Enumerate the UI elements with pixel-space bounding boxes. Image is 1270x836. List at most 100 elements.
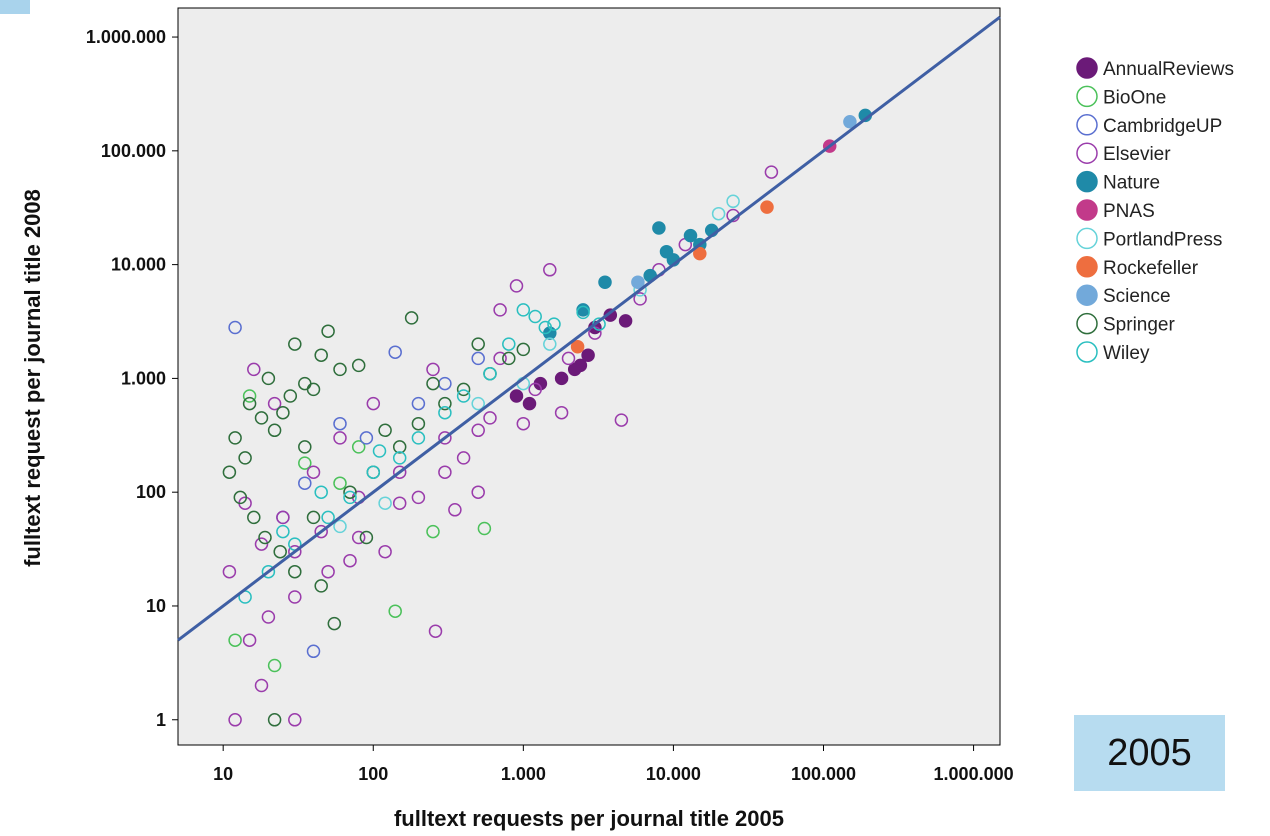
point-elsevier xyxy=(426,362,440,377)
point-springer xyxy=(351,358,366,373)
point-cambridgeup xyxy=(333,416,347,431)
point-springer xyxy=(343,485,357,499)
point-annualreviews xyxy=(522,396,537,411)
legend-marker-elsevier xyxy=(1076,142,1098,164)
point-nature xyxy=(683,228,698,243)
point-elsevier xyxy=(438,465,452,479)
point-annualreviews xyxy=(603,308,618,322)
point-wiley xyxy=(516,303,531,317)
point-springer xyxy=(516,342,531,357)
legend-label: Elsevier xyxy=(1103,144,1171,165)
x-tick-label: 1.000 xyxy=(501,764,546,784)
point-springer xyxy=(242,396,257,411)
point-springer xyxy=(314,579,328,593)
point-wiley xyxy=(343,490,357,505)
point-springer xyxy=(298,440,312,454)
y-tick-label: 100 xyxy=(136,482,166,502)
point-portlandpress xyxy=(711,206,726,221)
point-portlandpress xyxy=(378,496,392,510)
point-springer xyxy=(438,396,452,411)
point-springer xyxy=(471,337,485,351)
point-elsevier xyxy=(471,485,485,499)
point-elsevier xyxy=(392,496,407,510)
plot-area xyxy=(177,7,1001,746)
point-wiley xyxy=(483,366,497,381)
point-elsevier xyxy=(254,537,269,551)
point-elsevier xyxy=(448,503,462,517)
point-springer xyxy=(426,376,440,391)
point-elsevier xyxy=(554,405,569,420)
point-elsevier xyxy=(261,610,276,624)
point-elsevier xyxy=(493,303,507,317)
legend-label: PortlandPress xyxy=(1103,229,1222,250)
legend-label: Nature xyxy=(1103,173,1160,194)
point-elsevier xyxy=(471,423,485,438)
point-wiley xyxy=(276,524,290,539)
legend-marker-annualreviews xyxy=(1076,57,1098,79)
legend-label: CambridgeUP xyxy=(1103,116,1222,137)
legend-marker-bioone xyxy=(1076,85,1098,108)
point-elsevier xyxy=(456,451,471,465)
point-annualreviews xyxy=(581,348,595,362)
point-springer xyxy=(333,362,347,377)
point-elsevier xyxy=(351,530,366,545)
legend-marker-rockefeller xyxy=(1076,256,1098,278)
point-springer xyxy=(288,564,302,579)
legend-label: BioOne xyxy=(1103,87,1166,108)
point-elsevier xyxy=(222,564,237,579)
point-cambridgeup xyxy=(306,644,321,659)
y-axis-title: fulltext request per journal title 2008 xyxy=(20,189,45,567)
point-wiley xyxy=(528,309,542,324)
x-tick-label: 100 xyxy=(358,764,388,784)
legend-marker-portlandpress xyxy=(1076,227,1098,250)
point-springer xyxy=(321,324,335,338)
point-springer xyxy=(456,382,471,397)
point-springer xyxy=(411,416,426,431)
point-elsevier xyxy=(228,713,242,727)
point-cambridgeup xyxy=(228,320,242,335)
x-tick-label: 100.000 xyxy=(791,764,856,784)
point-elsevier xyxy=(509,279,524,293)
legend-label: Rockefeller xyxy=(1103,258,1199,279)
legend-label: Wiley xyxy=(1103,343,1150,364)
legend-marker-science xyxy=(1076,284,1098,306)
point-bioone xyxy=(351,440,366,454)
point-cambridgeup xyxy=(388,345,402,359)
point-bioone xyxy=(242,389,257,403)
point-bioone xyxy=(477,521,492,536)
point-springer xyxy=(327,616,342,631)
point-annualreviews xyxy=(509,389,524,403)
y-tick-label: 10.000 xyxy=(111,255,166,275)
y-tick-label: 1.000.000 xyxy=(86,27,166,47)
point-elsevier xyxy=(267,396,282,411)
point-springer xyxy=(392,440,407,454)
point-science xyxy=(843,115,857,129)
point-elsevier xyxy=(764,165,779,179)
legend-marker-pnas xyxy=(1076,199,1098,221)
corner-mark xyxy=(0,0,30,14)
point-elsevier xyxy=(366,396,381,411)
point-springer xyxy=(283,389,298,403)
point-elsevier xyxy=(378,544,392,559)
point-nature xyxy=(598,275,612,289)
point-springer xyxy=(233,490,248,505)
legend-label: Springer xyxy=(1103,315,1175,336)
point-wiley xyxy=(576,305,590,320)
point-elsevier xyxy=(333,431,347,445)
legend: AnnualReviews BioOne CambridgeUP Elsevier Na… xyxy=(1076,57,1234,364)
legend-label: AnnualReviews xyxy=(1103,59,1234,80)
x-axis-title: fulltext requests per journal title 2005 xyxy=(394,806,784,831)
point-portlandpress xyxy=(726,194,740,209)
point-elsevier xyxy=(411,490,426,505)
point-springer xyxy=(359,530,374,545)
point-rockefeller xyxy=(693,246,707,261)
point-annualreviews xyxy=(554,371,569,386)
point-springer xyxy=(378,423,392,438)
point-elsevier xyxy=(392,465,407,479)
point-wiley xyxy=(502,337,516,351)
point-springer xyxy=(306,510,321,525)
point-bioone xyxy=(388,604,402,618)
point-annualreviews xyxy=(618,314,633,328)
point-elsevier xyxy=(306,465,321,479)
point-wiley xyxy=(372,444,387,458)
